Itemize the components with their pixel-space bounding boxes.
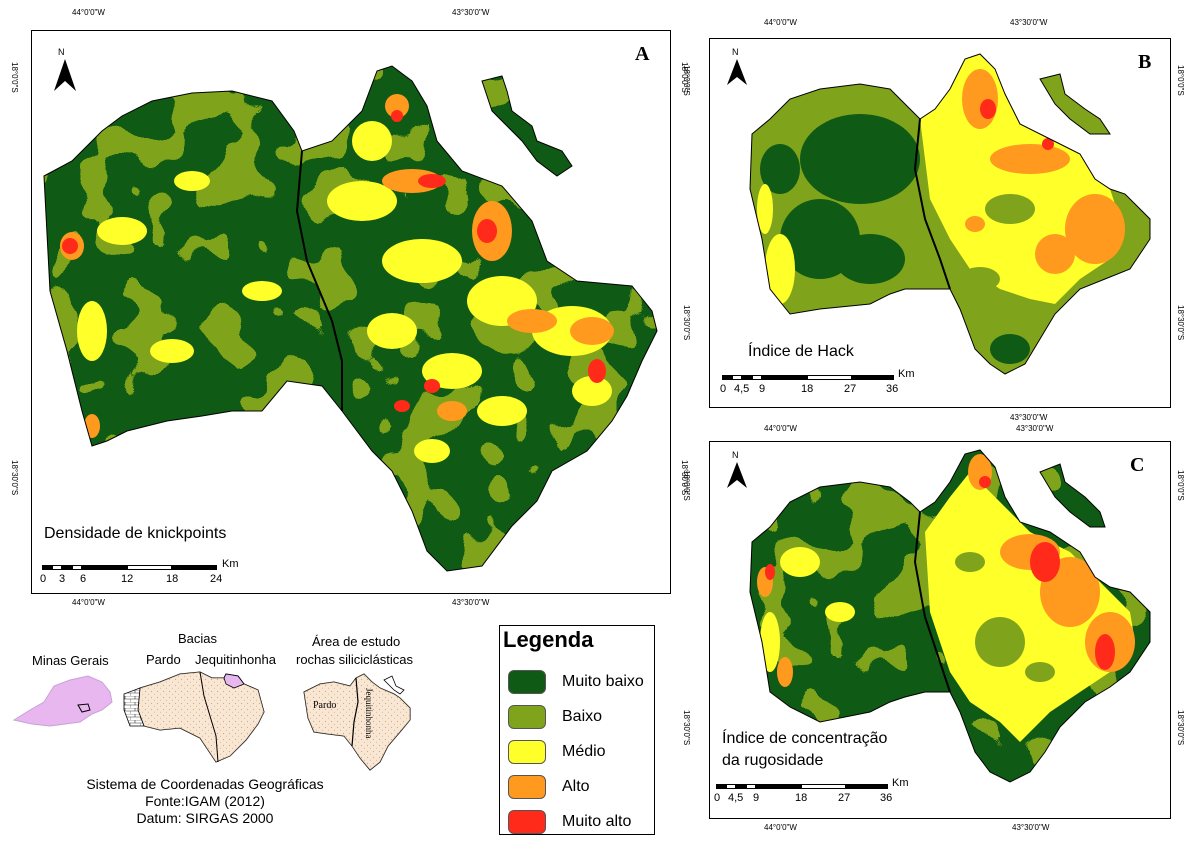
legend-title: Legenda	[503, 627, 594, 652]
panel-c-north-label: N	[732, 450, 739, 460]
panel-b-scale-label-0: 0	[720, 383, 727, 395]
panel-a-lon-bottom-left: 44°0'0"W	[72, 598, 105, 607]
panel-c-scale-unit: Km	[892, 777, 909, 789]
panel-c-scale-label-4: 27	[838, 792, 851, 804]
panel-c-lat-lower-left: 18°30'0"S	[682, 710, 691, 746]
legend-swatch-muito-baixo	[508, 670, 546, 694]
panel-c-lat-upper-right: 18°0'0"S	[1176, 470, 1185, 501]
panel-c-lat-lower-right: 18°30'0"S	[1176, 710, 1185, 746]
panel-c-scale-label-1: 4,5	[728, 792, 744, 804]
credits-line1: Sistema de Coordenadas Geográficas	[86, 776, 324, 792]
panel-c-scale-label-5: 36	[880, 792, 893, 804]
panel-b-raster	[749, 53, 1151, 375]
panel-b-lat-lower-right: 18°30'0"S	[1176, 305, 1185, 341]
legend-label-baixo: Baixo	[562, 708, 603, 725]
panel-b-lon-top-left: 44°0'0"W	[764, 18, 797, 27]
legend-label-muito-alto: Muito alto	[562, 813, 632, 830]
panel-b-scale-unit: Km	[898, 368, 915, 380]
panel-c-scale-label-2: 9	[753, 792, 760, 804]
locator-area-line1: Área de estudo	[312, 634, 401, 649]
panel-a-map: A N Densidade de knickpoints 0 3 6 12 18…	[31, 30, 671, 594]
panel-b-lon-top-right: 43°30'0"W	[1010, 18, 1048, 27]
credits-line3: Datum: SIRGAS 2000	[136, 810, 274, 826]
panel-a-scale-label-5: 24	[210, 573, 223, 585]
panel-a-scale-label-0: 0	[40, 573, 47, 585]
panel-b-lat-lower-left: 18°30'0"S	[682, 305, 691, 341]
panel-c-scalebar: 0 4,5 9 18 27 36 Km	[714, 777, 916, 809]
panel-b-scale-label-1: 4,5	[734, 383, 750, 395]
north-arrow-icon	[54, 59, 76, 91]
panel-b-lat-upper-right: 18°0'0"S	[1176, 65, 1185, 96]
panel-c-lon-bottom-left: 44°0'0"W	[764, 823, 797, 832]
legend-label-medio: Médio	[562, 743, 606, 760]
locator-area-line2: rochas siliciclásticas	[296, 652, 414, 667]
locator-bacias-label: Bacias	[178, 631, 218, 646]
legend-label-alto: Alto	[562, 778, 590, 795]
panel-a-lon-bottom-right: 43°30'0"W	[452, 598, 490, 607]
legend-box: Legenda Muito baixo Baixo Médio Alto Mui…	[499, 625, 655, 835]
panel-c-raster	[749, 449, 1151, 783]
panel-a-lat-lower-left: 18°30'0"S	[10, 460, 19, 496]
legend-swatch-muito-alto	[508, 810, 546, 834]
panel-a-raster	[43, 65, 658, 572]
panel-a-scale-label-3: 12	[121, 573, 134, 585]
area-map-pardo-label: Pardo	[313, 700, 337, 711]
panel-c-letter: C	[1130, 454, 1145, 476]
panel-a-scale-unit: Km	[222, 558, 239, 570]
panel-c-scale-label-0: 0	[714, 792, 721, 804]
panel-c-map: C N Índice de concentração da rugosidade…	[709, 441, 1171, 819]
panel-c-title-line2: da rugosidade	[722, 752, 824, 769]
panel-b-scale-label-5: 36	[886, 383, 899, 395]
panel-c-lat-upper-left: 18°0'0"S	[682, 470, 691, 501]
panel-a-scale-label-1: 3	[59, 573, 66, 585]
panel-a-scalebar: 0 3 6 12 18 24 Km	[40, 558, 242, 590]
panel-c-lon-bottom-right: 43°30'0"W	[1012, 823, 1050, 832]
panel-b-map: B N Índice de Hack 0 4,5 9 18 27 36 Km	[709, 38, 1171, 408]
legend-label-muito-baixo: Muito baixo	[562, 673, 644, 690]
locator-minas-gerais-label: Minas Gerais	[32, 653, 109, 668]
panel-a-scale-label-4: 18	[166, 573, 179, 585]
panel-b-scalebar: 0 4,5 9 18 27 36 Km	[720, 368, 922, 400]
locator-pardo-label: Pardo	[146, 652, 181, 667]
panel-a-north-label: N	[58, 47, 65, 57]
panel-a-lat-upper-right: 18°0'0"S	[680, 62, 689, 93]
panel-a-lon-top-right: 43°30'0"W	[452, 8, 490, 17]
panel-c-lon-top-right: 43°30'0"W	[1016, 424, 1054, 433]
legend-swatch-alto	[508, 775, 546, 799]
bacias-map	[123, 671, 265, 763]
panel-b-scale-label-3: 18	[801, 383, 814, 395]
credits-line2: Fonte:IGAM (2012)	[145, 793, 265, 809]
locator-jequitinhonha-label: Jequitinhonha	[195, 652, 276, 667]
panel-b-scale-label-4: 27	[844, 383, 857, 395]
panel-c-lon-top-left: 44°0'0"W	[764, 424, 797, 433]
area-estudo-map	[303, 673, 411, 771]
legend-swatch-medio	[508, 740, 546, 764]
panel-a-letter: A	[635, 43, 650, 65]
panel-a-lon-top-left: 44°0'0"W	[72, 8, 105, 17]
credits-block: Sistema de Coordenadas Geográficas Fonte…	[50, 776, 360, 827]
panel-b-title: Índice de Hack	[748, 343, 854, 360]
panel-a-title: Densidade de knickpoints	[44, 525, 227, 542]
panel-a-scale-label-2: 6	[80, 573, 87, 585]
panel-a-lat-lower-right: 18°30'0"S	[680, 460, 689, 496]
panel-c-title-line1: Índice de concentração	[722, 730, 888, 747]
panel-b-north-label: N	[732, 47, 739, 57]
panel-b-lon-bottom-right: 43°30'0"W	[1010, 413, 1048, 422]
panel-b-scale-label-2: 9	[759, 383, 766, 395]
panel-c-scale-label-3: 18	[795, 792, 808, 804]
area-map-jequitinhonha-label: Jequitinhonha	[364, 688, 374, 739]
panel-b-lat-upper-left: 18°0'0"S	[682, 65, 691, 96]
panel-a-lat-upper-left: 18°0'0"S	[10, 62, 19, 93]
panel-b-letter: B	[1138, 51, 1152, 73]
north-arrow-icon	[727, 59, 747, 85]
legend-swatch-baixo	[508, 705, 546, 729]
minas-gerais-map	[12, 675, 113, 727]
north-arrow-icon	[727, 462, 747, 488]
